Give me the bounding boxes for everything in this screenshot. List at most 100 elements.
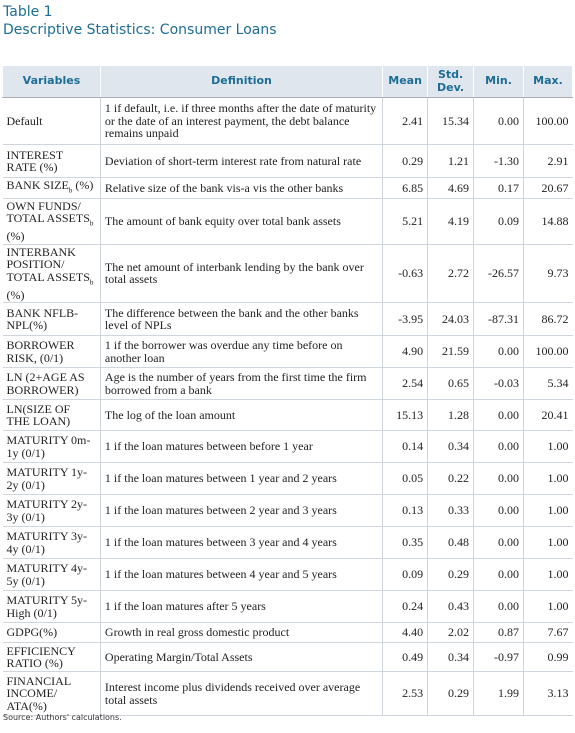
number-cell: 6.85 [382, 177, 428, 199]
variable-cell: FINANCIAL INCOME/ ATA(%) [2, 671, 101, 717]
number-cell: 1.00 [522, 526, 573, 560]
variable-cell: OWN FUNDS/ TOTAL ASSETSb (%) [2, 198, 101, 245]
number-cell: 1.00 [522, 590, 573, 624]
number-cell: 0.09 [473, 198, 524, 245]
variable-cell: BANK SIZEb (%) [2, 177, 101, 199]
number-cell: 24.03 [427, 302, 474, 337]
header-row: Variables Definition Mean Std. Dev. Min. Max. [2, 65, 574, 98]
number-cell: 0.35 [382, 526, 428, 560]
number-cell: 0.00 [473, 558, 524, 592]
definition-cell: 1 if the loan matures between 2 year and… [99, 494, 383, 528]
variable-cell: GDPG(%) [2, 622, 101, 644]
table-row: MATURITY 3y-4y (0/1) 1 if the loan mature… [2, 526, 573, 560]
variable-cell: Default [2, 97, 101, 145]
number-cell: 1.00 [522, 430, 573, 464]
variable-cell: LN(SIZE OF THE LOAN) [2, 399, 101, 432]
definition-cell: 1 if default, i.e. if three months after… [99, 97, 383, 145]
number-cell: 0.34 [427, 642, 474, 673]
number-cell: 0.13 [382, 494, 428, 528]
number-cell: 4.69 [427, 177, 474, 199]
definition-cell: Operating Margin/Total Assets [99, 642, 383, 673]
definition-cell: The amount of bank equity over total ban… [99, 198, 383, 245]
definition-cell: 1 if the borrower was overdue any time b… [99, 335, 383, 369]
number-cell: 2.53 [382, 671, 428, 717]
variable-cell: INTEREST RATE (%) [2, 144, 101, 178]
variable-cell: MATURITY 0m-1y (0/1) [2, 430, 101, 464]
table-row: BANK SIZEb (%) Relative size of the bank … [2, 177, 573, 199]
variable-cell: BANK NFLB-NPL(%) [2, 302, 101, 337]
variable-unit: (%) [6, 229, 25, 244]
number-cell: 1.00 [522, 462, 573, 496]
number-cell: 0.00 [473, 335, 524, 369]
table-subtitle: Descriptive Statistics: Consumer Loans [3, 22, 277, 38]
number-cell: 0.00 [473, 97, 524, 145]
table-row: MATURITY 4y-5y (0/1) 1 if the loan mature… [2, 558, 573, 592]
number-cell: 2.02 [427, 622, 474, 644]
number-cell: 5.21 [382, 198, 428, 245]
variable-text: INTERBANK POSITION/ TOTAL ASSETS [6, 244, 90, 284]
table-row: MATURITY 0m-1y (0/1) 1 if the loan mature… [2, 430, 573, 464]
table-row: BORROWER RISK, (0/1) 1 if the borrower wa… [2, 335, 573, 369]
number-cell: 15.34 [427, 97, 474, 145]
variable-unit: (%) [6, 287, 25, 302]
definition-cell: 1 if the loan matures after 5 years [99, 590, 383, 624]
number-cell: 0.87 [473, 622, 524, 644]
number-cell: -87.31 [473, 302, 524, 337]
variable-text: BANK SIZE [6, 178, 69, 192]
definition-cell: 1 if the loan matures between 4 year and… [99, 558, 383, 592]
number-cell: 1.28 [427, 399, 474, 432]
column-header: Max. [522, 65, 574, 98]
table-row: FINANCIAL INCOME/ ATA(%) Interest income … [2, 671, 573, 717]
number-cell: -0.03 [473, 367, 524, 401]
definition-cell: The log of the loan amount [99, 399, 383, 432]
variable-unit: (%) [75, 178, 94, 192]
variable-cell: MATURITY 1y-2y (0/1) [2, 462, 101, 496]
number-cell: 15.13 [382, 399, 428, 432]
number-cell: -1.30 [473, 144, 524, 178]
number-cell: 86.72 [522, 302, 573, 337]
number-cell: 0.22 [427, 462, 474, 496]
number-cell: 20.41 [522, 399, 573, 432]
table-row: MATURITY 2y-3y (0/1) 1 if the loan mature… [2, 494, 573, 528]
number-cell: 1.00 [522, 494, 573, 528]
number-cell: 1.21 [427, 144, 474, 178]
number-cell: 0.99 [522, 642, 573, 673]
number-cell: 0.29 [427, 671, 474, 717]
number-cell: 0.17 [473, 177, 524, 199]
number-cell: 0.00 [473, 430, 524, 464]
number-cell: 0.29 [382, 144, 428, 178]
number-cell: 2.54 [382, 367, 428, 401]
number-cell: 0.14 [382, 430, 428, 464]
number-cell: -0.97 [473, 642, 524, 673]
table-row: LN (2+AGE AS BORROWER) Age is the number … [2, 367, 573, 401]
number-cell: -3.95 [382, 302, 428, 337]
number-cell: 5.34 [522, 367, 573, 401]
column-header: Std. Dev. [427, 65, 475, 98]
definition-cell: Growth in real gross domestic product [99, 622, 383, 644]
definition-cell: Deviation of short-term interest rate fr… [99, 144, 383, 178]
number-cell: 1.99 [473, 671, 524, 717]
table-row: MATURITY 5y-High (0/1) 1 if the loan matu… [2, 590, 573, 624]
number-cell: -0.63 [382, 244, 428, 304]
number-cell: 0.33 [427, 494, 474, 528]
number-cell: 100.00 [522, 97, 573, 145]
number-cell: 2.41 [382, 97, 428, 145]
number-cell: 4.40 [382, 622, 428, 644]
definition-cell: Relative size of the bank vis-a vis the … [99, 177, 383, 199]
table-row: Default 1 if default, i.e. if three month… [2, 97, 573, 145]
definition-cell: Age is the number of years from the firs… [99, 367, 383, 401]
column-header: Mean [382, 65, 429, 98]
number-cell: 2.91 [522, 144, 573, 178]
number-cell: 0.34 [427, 430, 474, 464]
source-note: Source: Authors' calculations. [3, 713, 122, 722]
table-row: INTERBANK POSITION/ TOTAL ASSETSb (%) The… [2, 244, 573, 304]
number-cell: 0.48 [427, 526, 474, 560]
variable-cell: MATURITY 3y-4y (0/1) [2, 526, 101, 560]
number-cell: 0.29 [427, 558, 474, 592]
number-cell: 2.72 [427, 244, 474, 304]
variable-cell: EFFICIENCY RATIO (%) [2, 642, 101, 673]
table-row: EFFICIENCY RATIO (%) Operating Margin/Tot… [2, 642, 573, 673]
number-cell: 0.24 [382, 590, 428, 624]
stats-table: Variables Definition Mean Std. Dev. Min. Max.… [2, 65, 574, 717]
